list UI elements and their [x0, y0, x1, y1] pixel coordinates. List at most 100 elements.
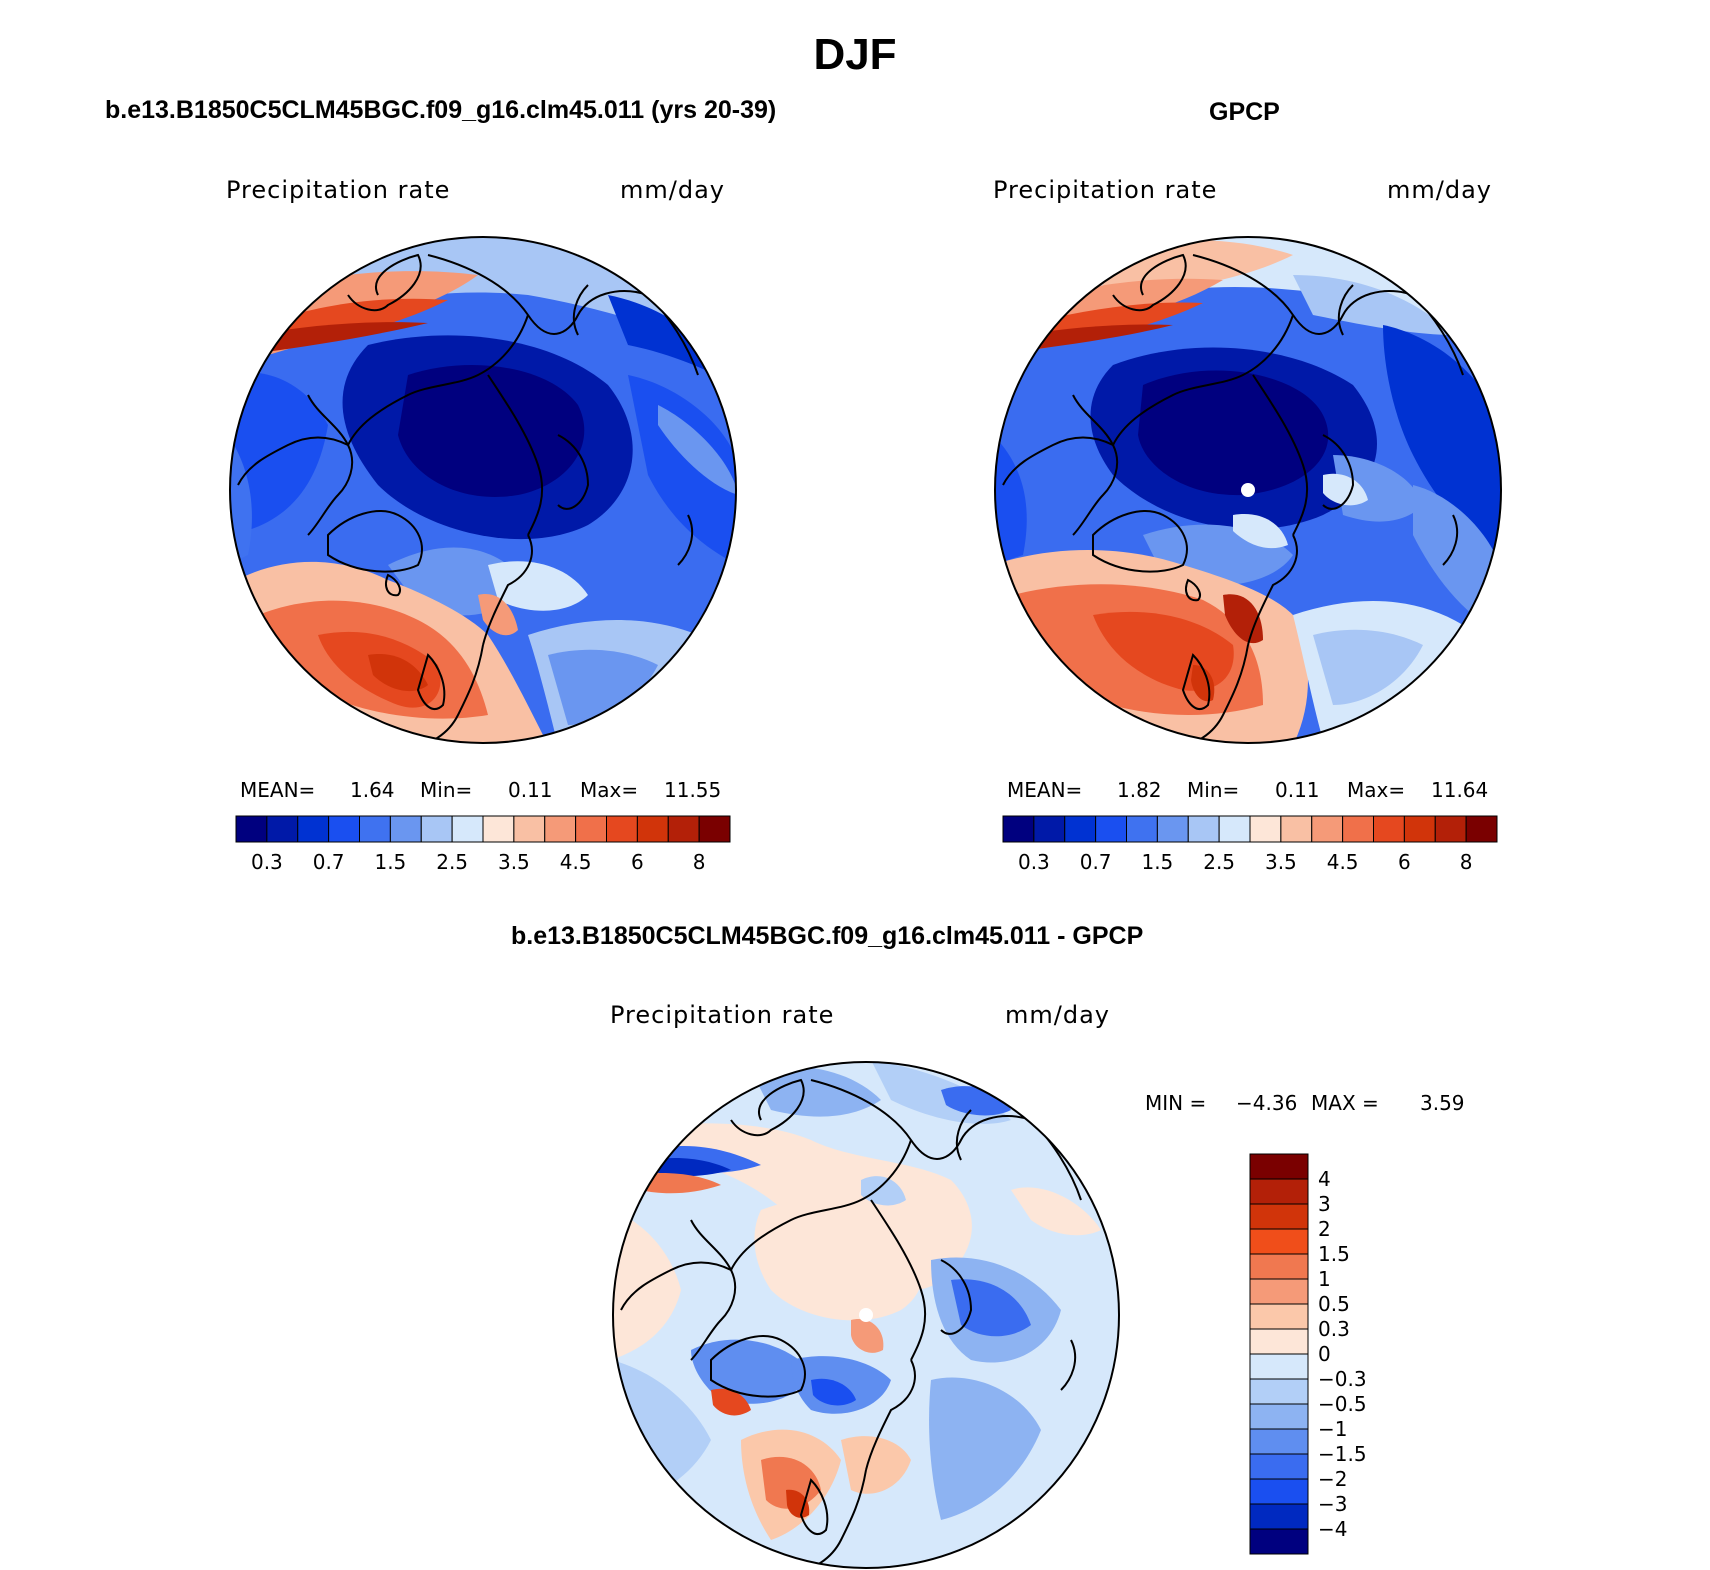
diff-colorbar-swatch [1249, 1203, 1309, 1230]
model-min-label: Min= [420, 778, 473, 802]
model-mean-label: MEAN= [240, 778, 316, 802]
model-colorbar-swatch [266, 815, 299, 843]
diff-min-value: −4.36 [1236, 1091, 1298, 1115]
obs-colorbar-swatch [1218, 815, 1251, 843]
diff-colorbar-swatch [1249, 1278, 1309, 1305]
obs-colorbar-swatch [1126, 815, 1158, 843]
model-colorbar-swatch [575, 815, 607, 843]
obs-max-label: Max= [1347, 778, 1406, 802]
obs-colorbar-swatch [1156, 815, 1189, 843]
obs-mean-label: MEAN= [1007, 778, 1083, 802]
obs-variable-label: Precipitation rate [993, 176, 1218, 204]
diff-colorbar-swatch [1249, 1453, 1309, 1480]
diff-colorbar-swatch [1249, 1403, 1309, 1430]
diff-colorbar-tick-label: −2 [1318, 1467, 1348, 1491]
diff-max-value: 3.59 [1420, 1091, 1465, 1115]
obs-colorbar-swatch [1187, 815, 1220, 843]
obs-colorbar-swatch [1002, 815, 1035, 843]
obs-colorbar-swatch [1249, 815, 1282, 843]
model-colorbar-tick-label: 3.5 [497, 850, 530, 874]
model-polar-map [229, 236, 737, 744]
diff-colorbar-tick-label: −3 [1318, 1492, 1348, 1516]
diff-colorbar-swatch [1249, 1428, 1309, 1455]
obs-colorbar-swatch [1280, 815, 1313, 843]
model-colorbar-swatch [359, 815, 391, 843]
diff-colorbar-swatch [1249, 1353, 1309, 1380]
obs-colorbar-swatch [1403, 815, 1436, 843]
diff-colorbar-swatch [1249, 1328, 1309, 1355]
diff-pole-marker [859, 1308, 873, 1322]
obs-colorbar [1002, 815, 1498, 843]
obs-colorbar-tick-label: 8 [1459, 850, 1473, 874]
diff-colorbar-tick-label: −4 [1318, 1517, 1348, 1541]
model-colorbar-swatch [328, 815, 360, 843]
obs-pole-marker [1241, 483, 1255, 497]
model-min-value: 0.11 [508, 778, 553, 802]
obs-colorbar-tick-label: 0.7 [1079, 850, 1112, 874]
model-colorbar-swatch [389, 815, 422, 843]
model-colorbar-swatch [636, 815, 669, 843]
diff-colorbar-swatch [1249, 1178, 1309, 1205]
obs-min-value: 0.11 [1275, 778, 1320, 802]
diff-variable-label: Precipitation rate [610, 1001, 835, 1029]
obs-colorbar-tick-label: 4.5 [1326, 850, 1359, 874]
obs-colorbar-swatch [1064, 815, 1097, 843]
model-colorbar-tick-label: 6 [631, 850, 644, 874]
model-colorbar-swatch [297, 815, 330, 843]
model-colorbar-swatch [544, 815, 577, 843]
diff-colorbar-tick-label: 1 [1318, 1267, 1331, 1291]
diff-colorbar-swatch [1249, 1478, 1309, 1505]
model-colorbar-tick-label: 0.3 [250, 850, 283, 874]
obs-min-label: Min= [1187, 778, 1240, 802]
obs-mean-value: 1.82 [1117, 778, 1162, 802]
obs-colorbar-swatch [1033, 815, 1066, 843]
diff-colorbar-swatch [1249, 1378, 1309, 1405]
obs-colorbar-tick-label: 0.3 [1017, 850, 1050, 874]
diff-colorbar-tick-label: 0.3 [1318, 1317, 1350, 1341]
model-colorbar-tick-label: 1.5 [374, 850, 407, 874]
obs-colorbar-swatch [1095, 815, 1127, 843]
obs-colorbar-swatch [1373, 815, 1405, 843]
diff-colorbar-swatch [1249, 1303, 1309, 1330]
diff-colorbar-tick-label: 2 [1318, 1217, 1331, 1241]
diff-colorbar-swatch [1249, 1228, 1309, 1255]
diff-max-label: MAX = [1311, 1091, 1379, 1115]
obs-colorbar-swatch [1434, 815, 1467, 843]
obs-colorbar-swatch [1311, 815, 1344, 843]
model-colorbar-swatch [606, 815, 638, 843]
diff-colorbar-tick-label: 0 [1318, 1342, 1331, 1366]
diff-panel-title: b.e13.B1850C5CLM45BGC.f09_g16.clm45.011 … [511, 922, 1144, 950]
obs-panel-title: GPCP [1209, 98, 1280, 126]
model-colorbar-swatch [451, 815, 484, 843]
diff-colorbar-tick-label: 0.5 [1318, 1292, 1350, 1316]
model-colorbar [235, 815, 731, 843]
diff-colorbar-tick-label: 1.5 [1318, 1242, 1350, 1266]
obs-colorbar-tick-label: 6 [1398, 850, 1411, 874]
model-colorbar-swatch [235, 815, 268, 843]
obs-colorbar-tick-label: 2.5 [1203, 850, 1236, 874]
diff-colorbar-swatch [1249, 1153, 1309, 1180]
obs-units-label: mm/day [1387, 176, 1492, 204]
diff-units-label: mm/day [1005, 1001, 1110, 1029]
obs-colorbar-swatch [1465, 815, 1498, 843]
diff-colorbar-swatch [1249, 1528, 1309, 1555]
diff-colorbar-tick-label: −1.5 [1318, 1442, 1367, 1466]
diff-colorbar [1249, 1153, 1309, 1555]
model-units-label: mm/day [620, 176, 725, 204]
diff-colorbar-tick-label: −1 [1318, 1417, 1348, 1441]
obs-colorbar-swatch [1342, 815, 1374, 843]
diff-colorbar-tick-label: 4 [1318, 1167, 1331, 1191]
model-max-label: Max= [580, 778, 639, 802]
obs-colorbar-tick-label: 3.5 [1264, 850, 1297, 874]
model-colorbar-tick-label: 0.7 [312, 850, 345, 874]
model-mean-value: 1.64 [350, 778, 395, 802]
model-max-value: 11.55 [664, 778, 722, 802]
diff-min-label: MIN = [1145, 1091, 1207, 1115]
model-variable-label: Precipitation rate [226, 176, 451, 204]
obs-colorbar-tick-label: 1.5 [1141, 850, 1174, 874]
obs-polar-map [994, 236, 1502, 744]
diff-polar-map [612, 1061, 1120, 1569]
model-colorbar-swatch [482, 815, 515, 843]
model-colorbar-swatch [667, 815, 700, 843]
diff-colorbar-tick-label: −0.3 [1318, 1367, 1367, 1391]
